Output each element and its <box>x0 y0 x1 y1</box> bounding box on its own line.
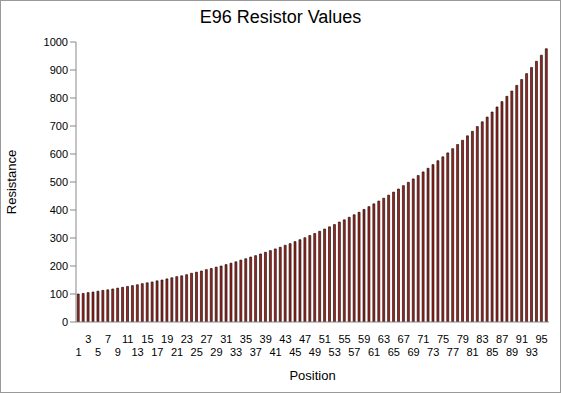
html-text:E96 Resistor Values: E96 Resistor Values <box>199 7 362 27</box>
svg-text:1: 1 <box>75 346 81 358</box>
svg-text:85: 85 <box>486 346 498 358</box>
svg-text:83: 83 <box>476 333 488 345</box>
svg-text:11: 11 <box>122 333 133 345</box>
svg-text:79: 79 <box>457 333 469 345</box>
svg-text:500: 500 <box>50 176 68 188</box>
svg-text:95: 95 <box>535 333 547 345</box>
svg-text:19: 19 <box>161 333 173 345</box>
svg-text:69: 69 <box>407 346 419 358</box>
svg-text:800: 800 <box>50 92 68 104</box>
svg-text:15: 15 <box>141 333 153 345</box>
svg-text:29: 29 <box>210 346 222 358</box>
svg-text:57: 57 <box>348 346 360 358</box>
svg-text:5: 5 <box>95 346 101 358</box>
svg-text:75: 75 <box>437 333 449 345</box>
svg-text:41: 41 <box>269 346 281 358</box>
svg-text:39: 39 <box>260 333 272 345</box>
svg-text:25: 25 <box>191 346 203 358</box>
svg-text:87: 87 <box>496 333 508 345</box>
svg-text:7: 7 <box>105 333 111 345</box>
svg-text:89: 89 <box>506 346 518 358</box>
svg-text:93: 93 <box>526 346 538 358</box>
svg-text:100: 100 <box>50 288 68 300</box>
svg-text:91: 91 <box>516 333 528 345</box>
svg-text:71: 71 <box>417 333 429 345</box>
svg-text:45: 45 <box>289 346 301 358</box>
svg-text:23: 23 <box>181 333 193 345</box>
svg-text:51: 51 <box>319 333 331 345</box>
svg-text:33: 33 <box>230 346 242 358</box>
svg-text:27: 27 <box>200 333 212 345</box>
svg-text:63: 63 <box>378 333 390 345</box>
svg-text:37: 37 <box>250 346 262 358</box>
svg-text:53: 53 <box>329 346 341 358</box>
svg-text:43: 43 <box>279 333 291 345</box>
svg-text:200: 200 <box>50 260 68 272</box>
svg-text:0: 0 <box>62 316 68 328</box>
svg-text:Position: Position <box>289 368 335 383</box>
svg-text:61: 61 <box>368 346 380 358</box>
svg-text:35: 35 <box>240 333 252 345</box>
svg-text:65: 65 <box>388 346 400 358</box>
svg-text:600: 600 <box>50 148 68 160</box>
svg-text:300: 300 <box>50 232 68 244</box>
svg-text:3: 3 <box>85 333 91 345</box>
svg-text:67: 67 <box>398 333 410 345</box>
svg-text:400: 400 <box>50 204 68 216</box>
svg-text:700: 700 <box>50 120 68 132</box>
svg-text:31: 31 <box>220 333 232 345</box>
svg-text:73: 73 <box>427 346 439 358</box>
svg-text:21: 21 <box>171 346 183 358</box>
svg-text:1000: 1000 <box>44 36 68 48</box>
svg-text:13: 13 <box>131 346 143 358</box>
svg-text:55: 55 <box>338 333 350 345</box>
svg-text:47: 47 <box>299 333 311 345</box>
svg-text:81: 81 <box>467 346 479 358</box>
svg-text:17: 17 <box>151 346 163 358</box>
svg-text:900: 900 <box>50 64 68 76</box>
svg-text:Resistance: Resistance <box>8 150 19 214</box>
svg-text:49: 49 <box>309 346 321 358</box>
svg-text:59: 59 <box>358 333 370 345</box>
svg-text:9: 9 <box>115 346 121 358</box>
svg-text:77: 77 <box>447 346 459 358</box>
